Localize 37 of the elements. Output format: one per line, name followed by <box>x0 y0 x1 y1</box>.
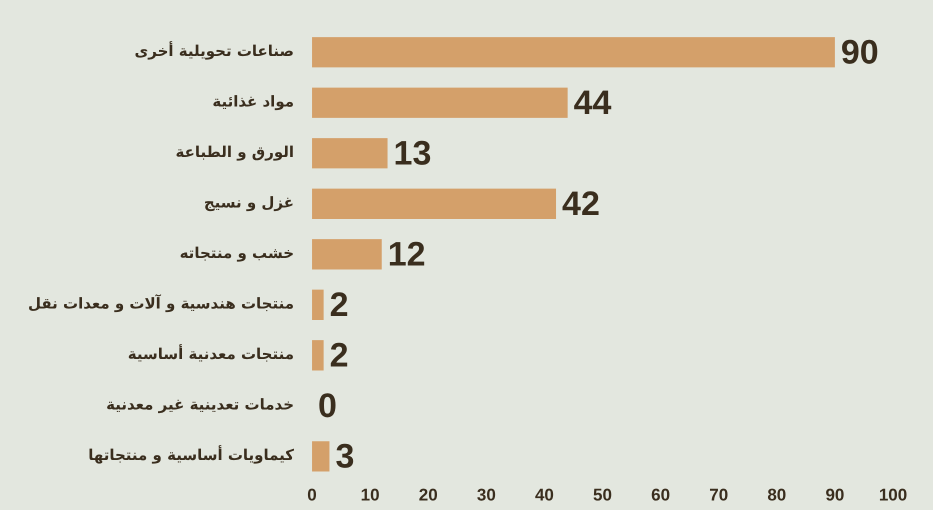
data-label: 42 <box>562 185 600 224</box>
bar <box>312 239 382 270</box>
x-tick-label: 80 <box>767 485 786 504</box>
x-tick-label: 40 <box>534 485 554 504</box>
data-label: 2 <box>330 336 349 375</box>
bar <box>312 340 324 370</box>
y-tick-label: مواد غذائية <box>212 92 294 111</box>
x-tick-label: 100 <box>878 485 908 504</box>
x-tick-label: 0 <box>307 485 317 504</box>
y-tick-label: منتجات معدنية أساسية <box>128 344 294 364</box>
data-label: 12 <box>388 236 426 274</box>
data-label: 90 <box>840 34 879 72</box>
bar <box>312 441 330 472</box>
bar <box>312 138 388 168</box>
data-label: 0 <box>318 387 337 426</box>
x-tick-label: 50 <box>593 485 612 504</box>
bar <box>312 37 835 68</box>
bar <box>312 188 556 219</box>
x-tick-label: 70 <box>709 485 728 504</box>
x-tick-label: 20 <box>418 485 438 504</box>
y-tick-label: صناعات تحويلية أخرى <box>134 41 294 60</box>
x-tick-label: 60 <box>651 485 670 504</box>
y-tick-label: الورق و الطباعة <box>176 143 294 162</box>
data-label: 2 <box>330 286 349 324</box>
x-tick-label: 10 <box>360 485 380 504</box>
data-label: 13 <box>394 134 432 173</box>
data-label: 44 <box>574 84 612 122</box>
bar <box>312 290 324 320</box>
y-tick-label: خدمات تعدينية غير معدنية <box>106 396 294 414</box>
y-tick-label: خشب و منتجاته <box>180 244 294 262</box>
y-tick-label: غزل و نسيج <box>204 194 294 212</box>
x-tick-label: 30 <box>476 485 496 504</box>
y-tick-label: كيماويات أساسية و منتجاتها <box>88 445 294 464</box>
y-tick-label: منتجات هندسية و آلات و معدات نقل <box>28 294 294 313</box>
x-tick-label: 90 <box>825 485 844 504</box>
bar <box>312 88 568 118</box>
data-label: 3 <box>335 438 354 476</box>
